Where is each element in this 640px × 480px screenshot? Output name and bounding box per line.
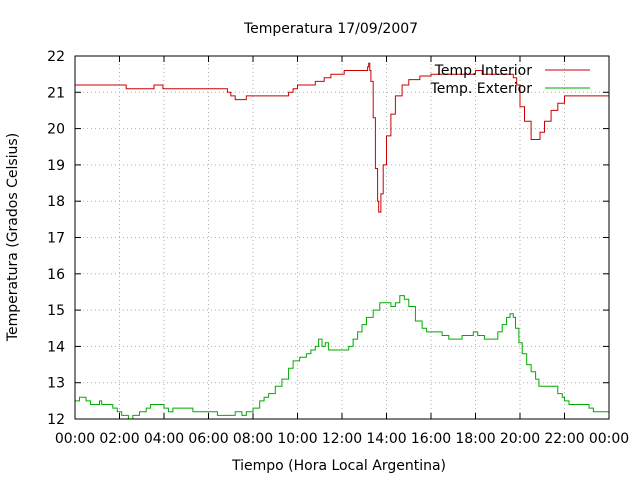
x-tick-label: 20:00 [500,431,540,447]
y-tick-label: 15 [47,303,65,319]
x-tick-label: 12:00 [322,431,362,447]
y-tick-label: 16 [47,267,65,283]
y-tick-label: 21 [47,85,65,101]
x-axis-label: Tiempo (Hora Local Argentina) [231,458,446,474]
y-axis-label: Temperatura (Grados Celsius) [5,133,21,342]
x-axis-ticks: 00:00 02:00 04:00 06:00 08:00 10:00 12:00 14:00… [55,56,629,447]
x-tick-label: 04:00 [144,431,184,447]
x-tick-label: 10:00 [277,431,317,447]
y-tick-label: 14 [47,339,65,355]
y-tick-label: 22 [47,49,65,65]
x-tick-label: 06:00 [188,431,228,447]
x-tick-label: 16:00 [411,431,451,447]
legend-entry-temp-exterior: Temp. Exterior [430,81,533,97]
data-series [75,62,609,420]
chart-title: Temperatura 17/09/2007 [243,21,418,37]
y-tick-label: 13 [47,376,65,392]
series-line-temp-exterior [75,295,609,420]
x-tick-label: 18:00 [455,431,495,447]
legend-entry-temp-interior: Temp. Interior [434,63,533,79]
y-tick-label: 20 [47,122,65,138]
plot-frame [74,55,610,420]
x-tick-label: 22:00 [544,431,584,447]
y-tick-label: 19 [47,158,65,174]
legend: Temp. Interior Temp. Exterior [430,63,590,97]
x-tick-label: 00:00 [55,431,95,447]
y-tick-label: 18 [47,194,65,210]
y-tick-label: 12 [47,412,65,428]
grid-lines [75,56,609,419]
y-tick-label: 17 [47,231,65,247]
x-tick-label: 00:00 [589,431,629,447]
series-line-temp-interior [75,62,609,213]
x-tick-label: 08:00 [233,431,273,447]
x-tick-label: 14:00 [366,431,406,447]
x-tick-label: 02:00 [99,431,139,447]
y-axis-ticks: 12 13 14 15 16 17 18 19 20 21 22 [47,49,609,428]
